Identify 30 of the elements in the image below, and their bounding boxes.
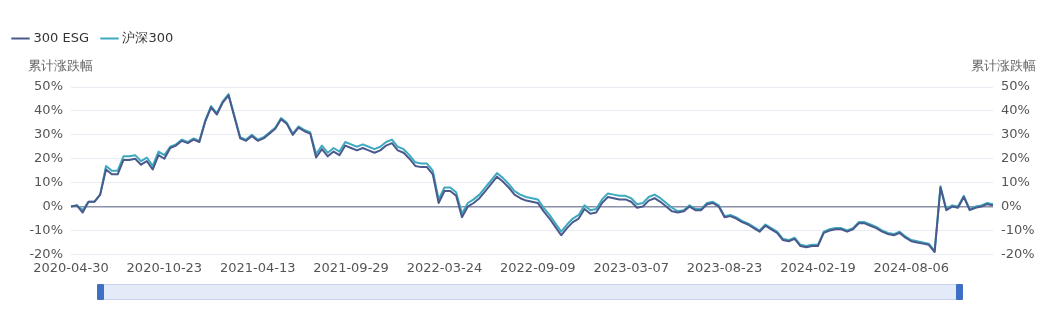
y2-tick-label: -10% xyxy=(1001,221,1035,237)
y-tick-label: 10% xyxy=(34,174,63,190)
y2-tick-label: 20% xyxy=(1001,150,1030,166)
y-tick-label: 0% xyxy=(42,197,63,213)
x-tick-label: 2021-09-29 xyxy=(313,259,389,275)
y2-axis-title: 累计涨跌幅 xyxy=(971,57,1036,73)
x-tick-label: 2022-09-09 xyxy=(500,259,576,275)
x-tick-label: 2021-04-13 xyxy=(219,259,296,275)
y-tick-label: 40% xyxy=(34,102,63,118)
x-tick-label: 2023-03-07 xyxy=(593,259,669,275)
x-tick-label: 2024-08-06 xyxy=(873,259,950,275)
x-tick-label: 2022-03-24 xyxy=(406,259,483,275)
y2-tick-label: 50% xyxy=(1001,78,1030,94)
y2-tick-label: 0% xyxy=(1001,197,1022,213)
y-tick-label: 50% xyxy=(34,78,63,94)
y-tick-label: -20% xyxy=(29,245,63,261)
y-tick-label: 30% xyxy=(34,126,63,142)
y-tick-label: -10% xyxy=(29,221,63,237)
x-tick-label: 2023-08-23 xyxy=(686,259,763,275)
legend-label: 沪深300 xyxy=(122,29,174,45)
y2-tick-label: 40% xyxy=(1001,102,1030,118)
x-tick-label: 2020-04-30 xyxy=(33,259,109,275)
y2-tick-label: 30% xyxy=(1001,126,1030,142)
legend-label: 300 ESG xyxy=(33,29,89,45)
y2-tick-label: 10% xyxy=(1001,174,1030,190)
x-tick-label: 2024-02-19 xyxy=(780,259,856,275)
y2-tick-label: -20% xyxy=(1001,245,1035,261)
y-tick-label: 20% xyxy=(34,150,63,166)
x-tick-label: 2020-10-23 xyxy=(126,259,203,275)
y-axis-title: 累计涨跌幅 xyxy=(28,57,93,73)
